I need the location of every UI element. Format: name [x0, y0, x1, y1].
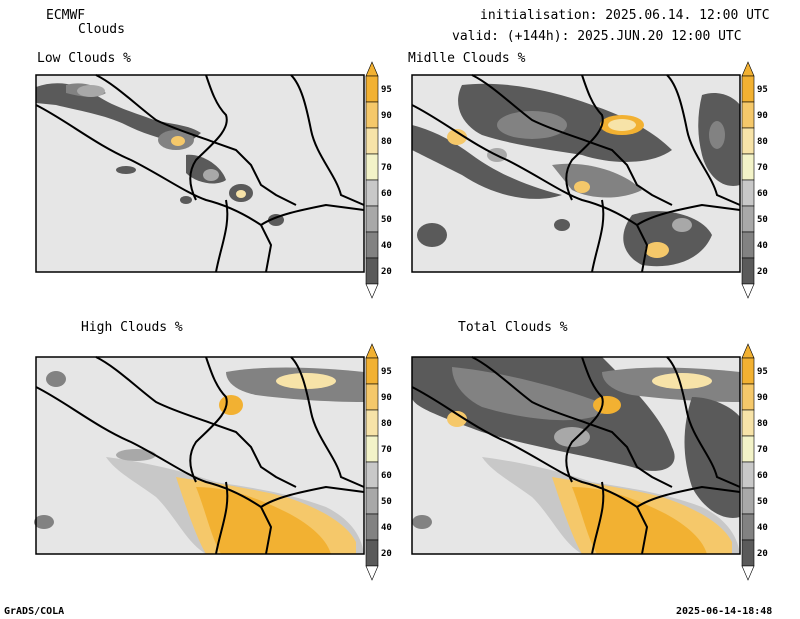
colorbar-arrow-bottom — [365, 565, 379, 581]
colorbar-total: 95 90 80 70 60 50 40 20 — [741, 343, 768, 581]
colorbar-label-90: 90 — [757, 393, 768, 403]
colorbar-swatch-50 — [741, 487, 755, 515]
colorbar-label-20: 20 — [757, 267, 768, 277]
colorbar-label-95: 95 — [381, 367, 392, 377]
borders-coastlines — [411, 74, 741, 273]
colorbar-arrow-bottom — [741, 283, 755, 299]
colorbar-swatch-90 — [741, 383, 755, 411]
colorbar-label-50: 50 — [757, 215, 768, 225]
panel-title-low: Low Clouds % — [37, 51, 131, 66]
colorbar-label-80: 80 — [757, 419, 768, 429]
colorbar-swatch-95 — [741, 357, 755, 385]
colorbar-label-95: 95 — [757, 85, 768, 95]
colorbar-label-60: 60 — [381, 189, 392, 199]
colorbar-label-40: 40 — [381, 241, 392, 251]
colorbar-swatch-40 — [365, 513, 379, 541]
colorbar-swatch-60 — [365, 179, 379, 207]
colorbar-label-60: 60 — [757, 189, 768, 199]
colorbar-swatch-80 — [741, 127, 755, 155]
colorbar-swatch-90 — [741, 101, 755, 129]
panel-title-high: High Clouds % — [81, 320, 183, 335]
colorbar-swatch-90 — [365, 383, 379, 411]
colorbar-swatch-70 — [365, 435, 379, 463]
footer-timestamp: 2025-06-14-18:48 — [676, 606, 773, 617]
colorbar-arrow-top — [365, 343, 379, 359]
colorbar-label-90: 90 — [757, 111, 768, 121]
borders-coastlines — [35, 74, 365, 273]
colorbar-swatch-60 — [365, 461, 379, 489]
colorbar-swatch-95 — [741, 75, 755, 103]
colorbar-swatch-20 — [365, 257, 379, 285]
colorbar-swatch-80 — [741, 409, 755, 437]
colorbar-swatch-80 — [365, 409, 379, 437]
colorbar-swatch-20 — [741, 257, 755, 285]
colorbar-low: 95 90 80 70 60 50 40 20 — [365, 61, 392, 299]
colorbar-label-20: 20 — [381, 267, 392, 277]
colorbar-label-80: 80 — [381, 419, 392, 429]
colorbar-label-90: 90 — [381, 393, 392, 403]
map-frame — [35, 356, 365, 555]
map-frame — [35, 74, 365, 273]
colorbar-swatch-70 — [741, 435, 755, 463]
colorbar-label-90: 90 — [381, 111, 392, 121]
colorbar-swatch-60 — [741, 461, 755, 489]
colorbar-label-70: 70 — [757, 163, 768, 173]
colorbar-swatch-80 — [365, 127, 379, 155]
panel-title-total: Total Clouds % — [458, 320, 568, 335]
colorbar-swatch-20 — [741, 539, 755, 567]
product-label: Clouds — [78, 22, 125, 37]
colorbar-label-50: 50 — [381, 497, 392, 507]
colorbar-swatch-60 — [741, 179, 755, 207]
map-frame — [411, 356, 741, 555]
model-label: ECMWF — [46, 8, 86, 23]
colorbar-swatch-95 — [365, 75, 379, 103]
colorbar-arrow-bottom — [741, 565, 755, 581]
colorbar-swatch-40 — [365, 231, 379, 259]
borders-coastlines — [411, 356, 741, 555]
colorbar-arrow-bottom — [365, 283, 379, 299]
colorbar-label-20: 20 — [381, 549, 392, 559]
colorbar-arrow-top — [365, 61, 379, 77]
colorbar-arrow-top — [741, 343, 755, 359]
colorbar-label-95: 95 — [757, 367, 768, 377]
colorbar-label-40: 40 — [757, 241, 768, 251]
colorbar-label-20: 20 — [757, 549, 768, 559]
map-high-clouds — [34, 356, 365, 555]
panel-title-middle: Midlle Clouds % — [408, 51, 526, 66]
colorbar-label-70: 70 — [381, 163, 392, 173]
colorbar-middle: 95 90 80 70 60 50 40 20 — [741, 61, 768, 299]
colorbar-label-40: 40 — [381, 523, 392, 533]
colorbar-label-60: 60 — [757, 471, 768, 481]
colorbar-swatch-70 — [365, 153, 379, 181]
colorbar-swatch-70 — [741, 153, 755, 181]
colorbar-label-70: 70 — [381, 445, 392, 455]
colorbar-swatch-95 — [365, 357, 379, 385]
colorbar-arrow-top — [741, 61, 755, 77]
colorbar-swatch-20 — [365, 539, 379, 567]
colorbar-label-60: 60 — [381, 471, 392, 481]
colorbar-label-50: 50 — [757, 497, 768, 507]
map-frame — [411, 74, 741, 273]
borders-coastlines — [35, 356, 365, 555]
colorbar-swatch-50 — [365, 487, 379, 515]
colorbar-label-80: 80 — [381, 137, 392, 147]
colorbar-label-50: 50 — [381, 215, 392, 225]
map-low-clouds — [35, 74, 365, 273]
init-time: initialisation: 2025.06.14. 12:00 UTC — [480, 8, 770, 23]
map-middle-clouds — [411, 74, 741, 273]
colorbar-swatch-40 — [741, 513, 755, 541]
colorbar-swatch-40 — [741, 231, 755, 259]
colorbar-high: 95 90 80 70 60 50 40 20 — [365, 343, 392, 581]
colorbar-swatch-50 — [365, 205, 379, 233]
colorbar-swatch-50 — [741, 205, 755, 233]
colorbar-swatch-90 — [365, 101, 379, 129]
valid-time: valid: (+144h): 2025.JUN.20 12:00 UTC — [452, 29, 742, 44]
footer-credit: GrADS/COLA — [4, 606, 65, 617]
map-total-clouds — [411, 356, 741, 555]
colorbar-label-70: 70 — [757, 445, 768, 455]
colorbar-label-95: 95 — [381, 85, 392, 95]
colorbar-label-40: 40 — [757, 523, 768, 533]
colorbar-label-80: 80 — [757, 137, 768, 147]
